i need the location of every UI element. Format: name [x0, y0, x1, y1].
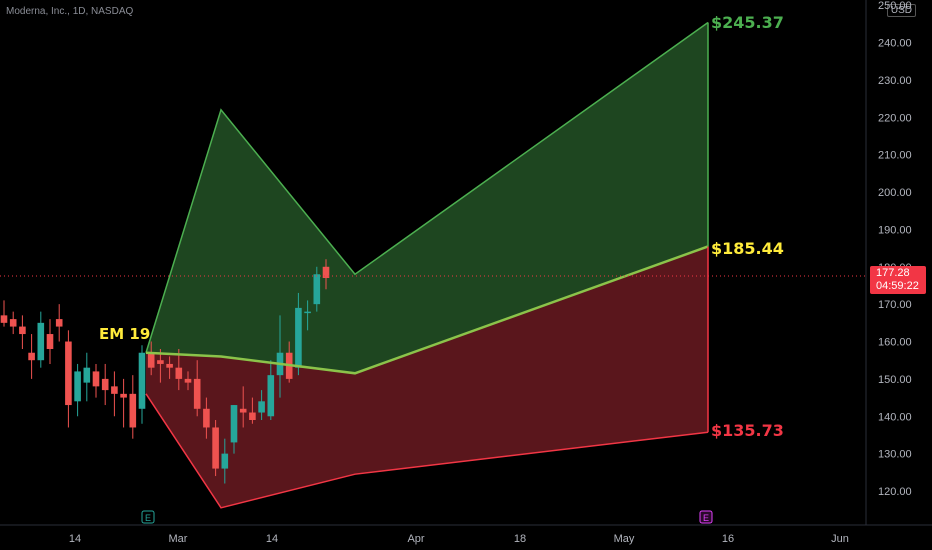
symbol-title: Moderna, Inc., 1D, NASDAQ — [6, 6, 134, 17]
mid-target-label: $185.44 — [711, 239, 784, 258]
y-tick-label: 140.00 — [878, 411, 912, 423]
candle[interactable] — [120, 378, 127, 428]
earnings-event-right-label: E — [703, 513, 709, 523]
y-tick-label: 160.00 — [878, 337, 912, 349]
candle[interactable] — [304, 300, 311, 331]
candle[interactable] — [249, 397, 256, 424]
lower-target-label: $135.73 — [711, 421, 784, 440]
x-tick-label: 18 — [514, 533, 526, 545]
candle[interactable] — [322, 259, 330, 290]
x-tick-label: May — [614, 533, 635, 545]
y-tick-label: 240.00 — [878, 38, 912, 50]
candle[interactable] — [258, 390, 265, 420]
earnings-event-left[interactable]: E — [141, 510, 155, 524]
candle[interactable] — [0, 300, 8, 327]
last-price-tag: 177.28 04:59:22 — [870, 266, 926, 294]
candle[interactable] — [83, 352, 91, 402]
candle[interactable] — [184, 371, 192, 391]
y-tick-label: 150.00 — [878, 374, 912, 386]
x-tick-label: Mar — [169, 533, 188, 545]
candle[interactable] — [147, 341, 155, 376]
candle[interactable] — [19, 315, 26, 349]
x-tick-label: Jun — [831, 533, 849, 545]
x-tick-label: 14 — [69, 533, 81, 545]
downside-zone — [146, 246, 708, 508]
lower-projection-line — [145, 393, 709, 509]
candle[interactable] — [267, 360, 275, 420]
candle[interactable] — [295, 292, 302, 376]
y-tick-label: 250.00 — [878, 0, 912, 12]
y-tick-label: 170.00 — [878, 299, 912, 311]
y-tick-label: 200.00 — [878, 187, 912, 199]
candle[interactable] — [111, 371, 118, 417]
y-tick-label: 130.00 — [878, 449, 912, 461]
earnings-event-left-label: E — [145, 513, 151, 523]
y-tick-label: 220.00 — [878, 112, 912, 124]
last-price-value: 177.28 — [876, 267, 910, 279]
candle[interactable] — [55, 304, 63, 342]
candle[interactable] — [9, 311, 17, 335]
candle[interactable] — [37, 311, 45, 368]
currency-badge[interactable]: USD — [886, 4, 916, 17]
candle[interactable] — [46, 319, 54, 364]
candle[interactable] — [175, 348, 183, 391]
candle[interactable] — [212, 419, 219, 477]
upper-target-label: $245.37 — [711, 13, 784, 32]
candle[interactable] — [129, 375, 137, 439]
x-tick-label: 16 — [722, 533, 734, 545]
candle[interactable] — [221, 438, 229, 484]
y-tick-label: 120.00 — [878, 486, 912, 498]
candle[interactable] — [92, 363, 100, 398]
x-tick-label: Apr — [407, 533, 424, 545]
candle[interactable] — [166, 356, 173, 379]
x-tick-label: 14 — [266, 533, 278, 545]
candle[interactable] — [28, 334, 35, 379]
candle[interactable] — [193, 360, 201, 417]
expected-move-label: EM 19 — [99, 325, 150, 343]
upper-projection-line — [145, 21, 709, 353]
candle[interactable] — [65, 330, 72, 428]
candle[interactable] — [101, 363, 109, 406]
candle[interactable] — [74, 363, 81, 417]
candle[interactable] — [313, 266, 321, 312]
upside-zone — [146, 22, 708, 374]
candle[interactable] — [203, 397, 210, 439]
mid-projection-line — [145, 245, 709, 375]
y-tick-label: 190.00 — [878, 224, 912, 236]
candle[interactable] — [239, 386, 247, 428]
y-tick-label: 230.00 — [878, 75, 912, 87]
candle[interactable] — [230, 405, 238, 454]
bar-countdown: 04:59:22 — [876, 280, 919, 292]
candle[interactable] — [138, 345, 146, 424]
earnings-event-right[interactable]: E — [699, 510, 713, 524]
y-tick-label: 210.00 — [878, 150, 912, 162]
